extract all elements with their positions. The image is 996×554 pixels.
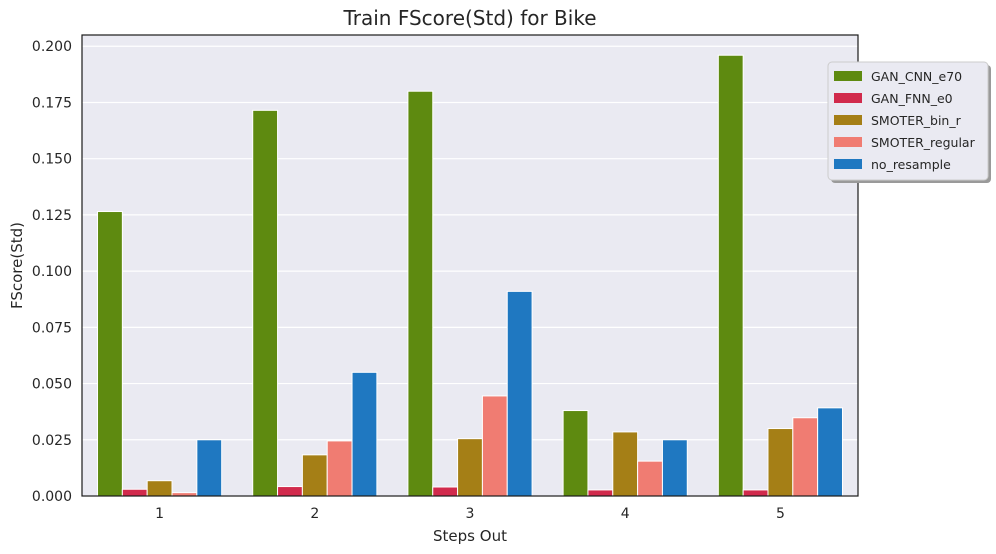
bar-SMOTER_regular-4	[637, 460, 663, 497]
y-tick-label: 0.125	[32, 208, 72, 224]
x-tick-labels: 1 2 3 4 5	[155, 506, 785, 522]
bar-SMOTER_regular-2	[326, 440, 353, 497]
bar-no_resample-3	[506, 290, 533, 497]
bar-GAN_CNN_e70-4	[562, 410, 589, 497]
x-tick-label: 5	[776, 506, 785, 522]
legend: GAN_CNN_e70 GAN_FNN_e0 SMOTER_bin_r SMOTER_…	[827, 61, 991, 183]
plot-frame	[81, 34, 859, 497]
legend-label: no_resample	[871, 157, 951, 172]
y-tick-label: 0.050	[32, 377, 72, 393]
y-tick-label: 0.075	[32, 320, 72, 336]
bar-SMOTER_bin_r-5	[767, 428, 794, 497]
bar-GAN_FNN_e0-2	[277, 486, 303, 497]
legend-label: GAN_FNN_e0	[871, 91, 953, 106]
y-axis-title: FScore(Std)	[8, 222, 26, 309]
bar-SMOTER_bin_r-4	[612, 431, 639, 497]
legend-swatch	[834, 137, 862, 147]
legend-swatch	[834, 115, 862, 125]
legend-swatch	[834, 93, 862, 103]
bar-GAN_CNN_e70-3	[407, 90, 434, 497]
y-tick-label: 0.100	[32, 264, 72, 280]
x-tick-label: 2	[310, 506, 319, 522]
bar-GAN_FNN_e0-3	[432, 486, 459, 497]
bar-SMOTER_bin_r-3	[457, 438, 483, 497]
x-tick-label: 4	[621, 506, 630, 522]
bar-no_resample-1	[196, 439, 223, 497]
bar-no_resample-4	[661, 439, 688, 497]
x-axis-title: Steps Out	[433, 527, 507, 545]
bar-SMOTER_bin_r-1	[146, 480, 173, 497]
y-tick-label: 0.025	[32, 433, 72, 449]
x-tick-label: 3	[466, 506, 475, 522]
x-tick-label: 1	[155, 506, 164, 522]
bars	[97, 54, 843, 497]
bar-GAN_FNN_e0-4	[587, 489, 614, 497]
legend-label: SMOTER_bin_r	[871, 113, 962, 128]
bar-SMOTER_regular-5	[792, 417, 819, 497]
y-tick-label: 0.000	[32, 489, 72, 505]
bar-GAN_CNN_e70-5	[717, 54, 744, 497]
y-tick-label: 0.175	[32, 95, 72, 111]
legend-swatch	[834, 159, 862, 169]
legend-swatch	[834, 71, 862, 81]
bar-SMOTER_bin_r-2	[301, 454, 328, 497]
bar-GAN_CNN_e70-2	[252, 109, 279, 497]
legend-label: SMOTER_regular	[871, 135, 976, 150]
y-tick-labels: 0.000 0.025 0.050 0.075 0.100 0.125 0.150 0.175…	[32, 39, 72, 505]
bar-GAN_FNN_e0-5	[742, 489, 769, 497]
bar-GAN_FNN_e0-1	[121, 488, 148, 497]
y-tick-label: 0.200	[32, 39, 72, 55]
bar-no_resample-5	[817, 407, 843, 497]
bar-GAN_CNN_e70-1	[97, 211, 123, 497]
bar-SMOTER_regular-3	[481, 395, 508, 497]
bar-no_resample-2	[351, 371, 378, 497]
legend-box	[827, 61, 989, 181]
y-tick-label: 0.150	[32, 152, 72, 168]
chart-title: Train FScore(Std) for Bike	[342, 6, 596, 30]
legend-label: GAN_CNN_e70	[871, 69, 962, 84]
